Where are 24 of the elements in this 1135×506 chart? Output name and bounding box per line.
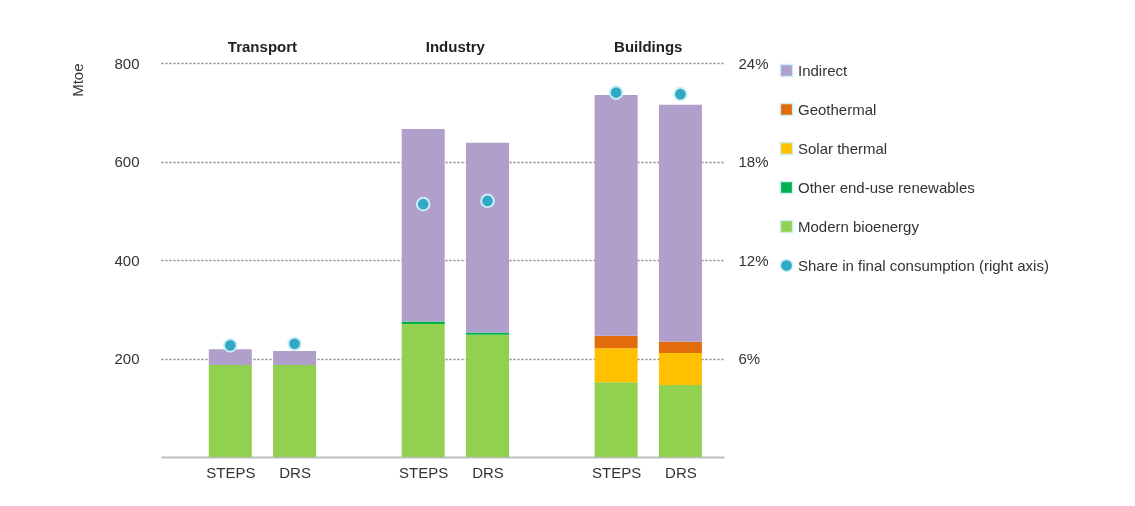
y-tick-label: 200 — [114, 350, 140, 367]
legend-label: Indirect — [798, 61, 849, 79]
y2-tick-label: 24% — [738, 54, 769, 72]
y2-tick-label: 6% — [738, 350, 761, 367]
legend-label: Geothermal — [798, 100, 877, 118]
y-tick-label: 600 — [114, 153, 140, 170]
x-tick-label: STEPS — [592, 463, 642, 481]
y-tick-label: 800 — [114, 54, 140, 72]
y-tick-label: 400 — [114, 251, 140, 269]
text: Transport — [227, 38, 298, 55]
x-tick-label: DRS — [665, 463, 697, 481]
y2-tick-label: 12% — [738, 251, 769, 269]
legend-label: Share in final consumption (right axis) — [798, 256, 1049, 274]
y-axis-title: Mtoe — [69, 63, 87, 97]
text: Buildings — [614, 38, 683, 55]
legend-label: Other end-use renewables — [798, 178, 975, 196]
y2-tick-label: 18% — [738, 153, 769, 170]
x-tick-label: DRS — [472, 463, 504, 481]
x-tick-label: STEPS — [206, 463, 256, 481]
legend-label: Modern bioenergy — [798, 217, 920, 235]
text: Industry — [425, 38, 486, 55]
legend-label: Solar thermal — [798, 139, 888, 157]
x-tick-label: DRS — [279, 463, 311, 481]
x-tick-label: STEPS — [399, 463, 449, 481]
